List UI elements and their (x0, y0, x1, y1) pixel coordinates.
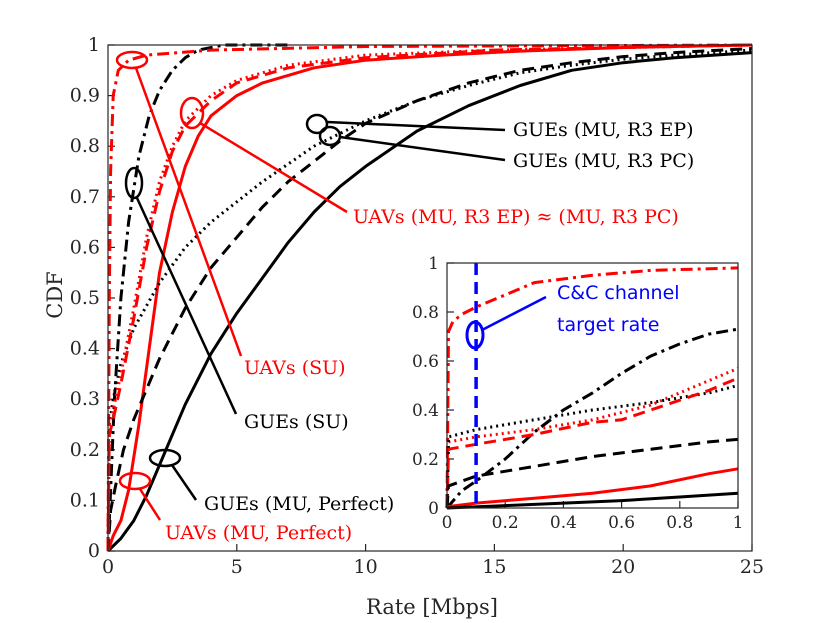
callout-ellipse-gue-perfect (148, 448, 182, 468)
inset-y-tick-label: 0.6 (412, 352, 439, 372)
inset-plot-frame (446, 262, 739, 509)
main-series-uavs-mu-r3-ep (106, 43, 753, 552)
inset-x-tick-label: 0.8 (666, 513, 693, 533)
callout-ellipse-uav-su (115, 50, 149, 70)
main-series-gues-mu-perfect (106, 51, 753, 553)
inset-y-tick-label: 0.2 (412, 450, 439, 470)
callout-line-gue-r3pc (339, 135, 506, 162)
callout-ellipse-gue-su (124, 166, 144, 200)
inset-series-uavs-mu-perfect (446, 467, 739, 509)
main-y-tick-label: 0.2 (70, 439, 100, 461)
label-cc-line2: target rate (557, 314, 659, 336)
inset-x-tick-label: 0.4 (550, 513, 577, 533)
label-gue-su: GUEs (SU) (244, 411, 349, 433)
main-y-tick-label: 1 (88, 34, 100, 56)
main-x-tick-label: 20 (611, 556, 635, 578)
callout-ellipse-uav-r3 (179, 96, 205, 130)
callout-ellipse-cc-target (465, 320, 485, 350)
callout-line-uav-su (134, 67, 243, 357)
callouts: GUEs (MU, R3 EP) GUEs (MU, R3 PC) UAVs (… (115, 50, 694, 544)
main-y-tick-label: 0.1 (70, 489, 100, 511)
y-axis-label: CDF (43, 271, 67, 318)
main-x-tick-label: 10 (354, 556, 378, 578)
main-axes: 0 5 10 15 20 25 00.10.20.30.40.50.60.70.80.91 (70, 34, 764, 578)
main-series-uavs-mu-r3-pc (106, 43, 753, 552)
inset-series (445, 263, 739, 510)
inset-series-uavs-mu-r3-ep (445, 367, 739, 509)
main-plot-frame (107, 44, 753, 552)
inset-series-gues-mu-perfect (446, 491, 739, 510)
main-x-tick-label: 15 (482, 556, 506, 578)
inset-series-uavs-su (445, 266, 739, 509)
inset-y-tick-label: 1 (428, 254, 439, 274)
inset-series-gues-mu-r3-pc (445, 437, 739, 509)
main-y-tick-label: 0.7 (70, 186, 100, 208)
main-series-uavs-mu-perfect (106, 43, 753, 552)
inset-series-gues-su (445, 327, 739, 509)
inset-x-tick-label: 0.6 (608, 513, 635, 533)
main-x-tick-label: 25 (740, 556, 764, 578)
main-y-tick-label: 0.8 (70, 135, 100, 157)
main-x-tick-label: 5 (231, 556, 243, 578)
callout-line-gue-perfect (170, 464, 198, 501)
main-y-tick-label: 0.6 (70, 236, 100, 258)
main-x-ticks: 0 5 10 15 20 25 (102, 544, 764, 578)
main-y-tick-label: 0 (88, 540, 100, 562)
main-y-tick-label: 0.9 (70, 85, 100, 107)
main-series (106, 43, 753, 553)
inset-x-tick-label: 0.2 (492, 513, 519, 533)
callout-line-gue-r3ep (326, 120, 506, 132)
callout-line-uav-r3 (199, 121, 348, 214)
label-gue-r3pc: GUEs (MU, R3 PC) (513, 150, 694, 172)
label-uav-r3: UAVs (MU, R3 EP) ≈ (MU, R3 PC) (353, 206, 679, 228)
inset-x-ticks: 0 0.2 0.4 0.6 0.8 1 (442, 501, 744, 533)
inset-x-tick-label: 0 (442, 513, 453, 533)
callout-ellipse-gue-r3ep (305, 113, 329, 135)
main-series-gues-su (106, 43, 289, 552)
label-cc-line1: C&C channel (557, 282, 680, 304)
callout-line-cc-target (481, 295, 547, 332)
main-series-uavs-su (106, 43, 753, 552)
inset-y-ticks: 0 0.2 0.4 0.6 0.8 1 (412, 254, 454, 519)
main-y-tick-label: 0.3 (70, 388, 100, 410)
inset-series-uavs-mu-r3-pc (445, 376, 739, 509)
main-x-tick-label: 0 (102, 556, 114, 578)
inset-y-tick-label: 0.4 (412, 401, 439, 421)
label-uav-su: UAVs (SU) (244, 357, 346, 379)
main-y-tick-label: 0.4 (70, 338, 100, 360)
inset-series-gues-mu-r3-ep (445, 384, 739, 509)
inset-x-tick-label: 1 (733, 513, 744, 533)
callout-line-uav-perfect (138, 488, 162, 521)
x-axis-label: Rate [Mbps] (366, 595, 498, 619)
main-y-tick-label: 0.5 (70, 287, 100, 309)
inset-background (402, 261, 743, 536)
callout-ellipse-gue-r3pc (318, 125, 342, 147)
callout-line-gue-su (135, 197, 238, 415)
label-uav-perfect: UAVs (MU, Perfect) (165, 522, 352, 544)
label-gue-r3ep: GUEs (MU, R3 EP) (513, 119, 694, 141)
main-y-ticks: 0 0.1 0.2 0.3 0.4 0.5 0.6 0.7 0.8 0.9 1 (70, 34, 115, 562)
callout-ellipse-uav-perfect (118, 471, 152, 491)
label-gue-perfect: GUEs (MU, Perfect) (204, 493, 394, 515)
inset-y-tick-label: 0 (428, 499, 439, 519)
inset-axes: 0 0.2 0.4 0.6 0.8 1 0 0.2 0.4 0.6 0.8 1 C&C channe… (402, 254, 743, 536)
main-series-gues-mu-r3-pc (106, 47, 753, 552)
inset-y-tick-label: 0.8 (412, 303, 439, 323)
